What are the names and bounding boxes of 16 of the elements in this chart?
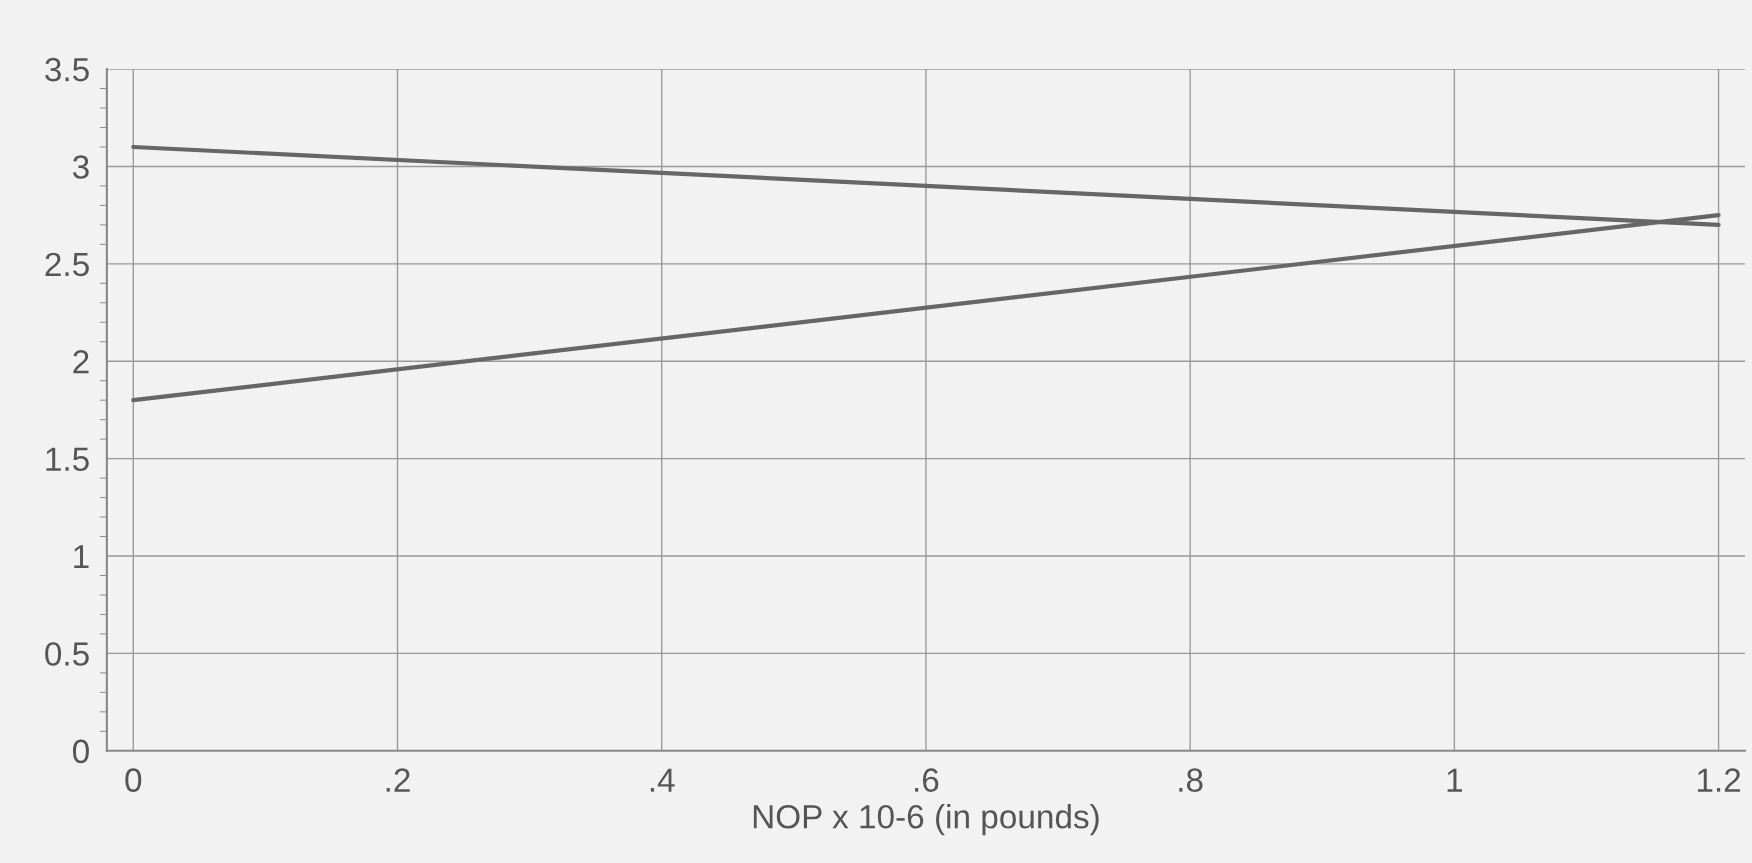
x-tick-label: .8	[1179, 768, 1203, 792]
x-tick-label: 1.2	[1697, 768, 1741, 792]
x-tick-label: 1	[1447, 768, 1462, 792]
y-tick-label: 3.5	[45, 57, 89, 82]
y-tick-label: 1	[74, 545, 89, 569]
x-tick-label: 0	[125, 768, 142, 792]
x-tick-label: .4	[650, 768, 675, 792]
y-tick-label: 1.5	[46, 447, 89, 472]
y-tick-label: 2	[73, 350, 89, 374]
x-tick-label: .2	[386, 768, 410, 792]
y-tick-label: 3	[72, 155, 89, 179]
y-tick-label: 2.5	[45, 252, 89, 277]
x-axis-title: NOP x 10-6 (in pounds)	[753, 804, 1099, 836]
y-tick-label: 0	[72, 739, 89, 764]
y-tick-label: 0.5	[45, 642, 89, 666]
x-tick-label: .6	[915, 768, 939, 792]
